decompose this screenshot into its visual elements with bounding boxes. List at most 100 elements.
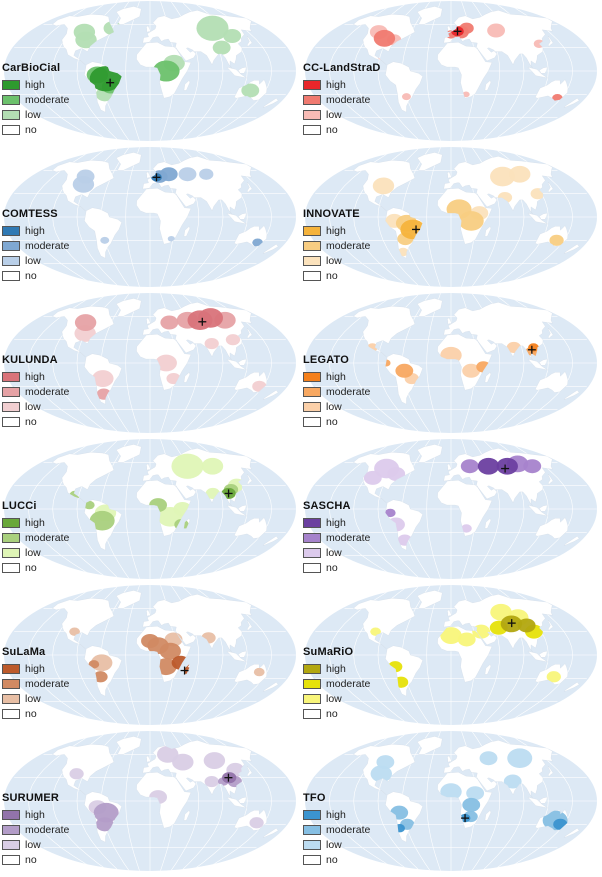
region-moderate <box>159 167 178 182</box>
graticule-line <box>125 439 140 579</box>
legend-item-low: low <box>2 837 69 852</box>
land-greenland <box>116 590 142 609</box>
region-low <box>155 354 177 372</box>
land-japan <box>246 35 253 48</box>
legend-label: no <box>25 707 37 720</box>
legend-swatch <box>2 371 20 382</box>
legend-swatch <box>2 270 20 281</box>
region-low <box>466 786 485 801</box>
land-madagascar <box>484 80 491 91</box>
legend-swatch <box>303 109 321 120</box>
land-africa <box>136 188 192 245</box>
legend-label: no <box>25 561 37 574</box>
land-nz <box>563 390 580 400</box>
map-panel-legato: LEGATO high moderate low no <box>301 292 602 438</box>
map-panel-innovate: INNOVATE high moderate low no <box>301 146 602 292</box>
legend-item-moderate: moderate <box>2 676 69 691</box>
land-africa <box>437 42 493 99</box>
legend-label: high <box>326 516 346 529</box>
study-site-marker <box>106 78 115 87</box>
land-nz <box>262 98 279 108</box>
region-low <box>69 627 80 636</box>
region-low <box>363 470 382 485</box>
legend: SURUMER high moderate low no <box>2 792 69 867</box>
graticule-line <box>125 585 140 725</box>
land-australia <box>233 517 268 539</box>
land-uk <box>146 317 151 325</box>
legend-item-moderate: moderate <box>303 676 370 691</box>
world-map <box>4 731 296 871</box>
legend-label: high <box>25 78 45 91</box>
world-map <box>305 439 597 579</box>
legend-label: no <box>25 415 37 428</box>
region-low <box>490 603 512 621</box>
legend: COMTESS high moderate low no <box>2 208 69 283</box>
land-uk <box>146 609 151 617</box>
graticule-line <box>426 731 441 871</box>
legend-title: INNOVATE <box>303 208 360 220</box>
region-moderate <box>373 29 396 47</box>
study-site-marker <box>453 27 462 36</box>
legend-swatch <box>303 371 321 382</box>
land-borneo <box>238 358 247 366</box>
land-madagascar <box>183 226 190 237</box>
legend-title: CC-LandStraD <box>303 62 381 74</box>
legend: INNOVATE high moderate low no <box>303 208 370 283</box>
legend-swatch <box>2 562 20 573</box>
region-low <box>167 235 175 242</box>
graticule-line <box>125 731 140 871</box>
legend-item-moderate: moderate <box>2 92 69 107</box>
legend-item-high: high <box>2 223 69 238</box>
legend-item-low: low <box>303 253 370 268</box>
region-low <box>73 23 96 41</box>
land-madagascar <box>183 372 190 383</box>
legend-label: no <box>326 707 338 720</box>
land-madagascar <box>484 810 491 821</box>
land-japan <box>547 619 554 632</box>
region-moderate <box>384 508 396 518</box>
legend-swatch <box>303 678 321 689</box>
land-southAmerica <box>385 353 423 405</box>
region-moderate <box>88 660 100 669</box>
legend-label: no <box>326 415 338 428</box>
land-greenland <box>417 590 443 609</box>
land-northAmerica <box>52 598 115 649</box>
region-low <box>249 817 264 829</box>
legend-label: high <box>25 224 45 237</box>
legend-label: high <box>326 78 346 91</box>
world-map <box>4 1 296 141</box>
study-site-marker <box>152 173 161 182</box>
region-low <box>171 453 204 479</box>
land-indonesia <box>226 66 247 79</box>
land-greenland <box>417 444 443 463</box>
legend-swatch <box>303 94 321 105</box>
legend-item-low: low <box>2 253 69 268</box>
land-nz <box>563 682 580 692</box>
study-site-marker <box>224 489 233 498</box>
land-japan <box>547 473 554 486</box>
region-low <box>241 83 260 98</box>
legend-label: moderate <box>25 93 70 106</box>
legend-label: high <box>25 808 45 821</box>
legend-label: moderate <box>25 239 70 252</box>
region-moderate <box>74 314 97 331</box>
legend-title: KULUNDA <box>2 354 58 366</box>
map-panel-kulunda: KULUNDA high moderate low no <box>0 292 301 438</box>
legend-title: SURUMER <box>2 792 60 804</box>
legend-swatch <box>303 255 321 266</box>
legend-title: TFO <box>303 792 326 804</box>
land-greenland <box>116 152 142 171</box>
legend-item-moderate: moderate <box>2 530 69 545</box>
land-madagascar <box>484 518 491 529</box>
study-site-marker <box>527 345 536 354</box>
legend-swatch <box>303 809 321 820</box>
land-greenland <box>116 298 142 317</box>
land-northAmerica <box>353 598 416 649</box>
legend-label: no <box>326 853 338 866</box>
region-low <box>100 236 110 244</box>
region-low <box>462 91 470 98</box>
legend-title: SuLaMa <box>2 646 46 658</box>
legend-swatch <box>2 109 20 120</box>
legend-item-low: low <box>303 837 370 852</box>
